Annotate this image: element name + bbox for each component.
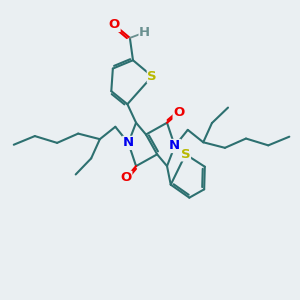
Text: O: O <box>121 171 132 184</box>
Text: S: S <box>147 70 157 83</box>
Text: S: S <box>181 148 190 161</box>
Text: N: N <box>169 140 180 152</box>
Text: N: N <box>123 136 134 149</box>
Text: O: O <box>109 18 120 32</box>
Text: O: O <box>173 106 184 119</box>
Text: H: H <box>139 26 150 39</box>
